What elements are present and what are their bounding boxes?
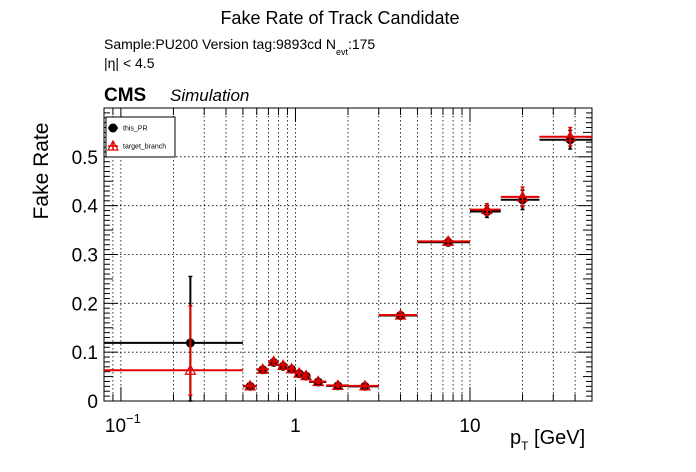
data-point xyxy=(104,305,243,396)
data-point xyxy=(326,379,348,390)
marker-target-branch xyxy=(267,355,280,367)
legend: this_PR target_branch xyxy=(105,116,176,158)
marker-target-branch xyxy=(184,363,197,375)
marker-target-branch xyxy=(285,362,298,374)
chart-title: Fake Rate of Track Candidate xyxy=(220,8,459,28)
marker-target-branch xyxy=(106,139,120,151)
marker-target-branch xyxy=(394,308,407,320)
x-tick-label-base: 1 xyxy=(290,416,301,437)
marker-target-branch xyxy=(293,366,306,378)
data-point xyxy=(309,375,327,387)
y-tick-label: 0.1 xyxy=(72,343,98,364)
x-axis-title-main: p xyxy=(510,427,521,449)
y-tick-label: 0.2 xyxy=(72,294,98,315)
marker-this-pr xyxy=(108,123,118,133)
marker-target-branch xyxy=(277,359,290,370)
legend-label: target_branch xyxy=(123,144,166,151)
x-tick-label: 1 xyxy=(290,416,301,437)
marker-target-branch xyxy=(300,369,313,381)
data-point xyxy=(277,359,290,370)
eta-cut-label: |η| < 4.5 xyxy=(104,55,155,71)
x-axis-title: pT [GeV] xyxy=(510,427,585,453)
data-point xyxy=(500,186,540,208)
y-tick-label: 0 xyxy=(87,392,98,413)
data-point xyxy=(348,379,379,391)
data-point xyxy=(539,126,592,147)
data-point xyxy=(242,379,257,391)
x-tick-label-exponent: −1 xyxy=(126,411,141,426)
data-point xyxy=(300,369,313,381)
grid xyxy=(103,108,593,401)
x-axis-title-unit: [GeV] xyxy=(528,427,585,449)
marker-target-branch xyxy=(331,379,344,390)
marker-target-branch xyxy=(244,379,257,391)
sample-info-prefix: Sample:PU200 Version tag:9893cd N xyxy=(104,36,336,52)
sample-info: Sample:PU200 Version tag:9893cd Nevt:175 xyxy=(104,36,375,57)
series-target-branch xyxy=(104,126,592,396)
cms-label: CMS xyxy=(104,85,146,106)
legend-entry: target_branch xyxy=(106,139,166,151)
data-point xyxy=(267,355,280,367)
x-tick-label: 10−1 xyxy=(105,411,141,437)
y-axis-title: Fake Rate xyxy=(30,123,53,220)
legend-label: this_PR xyxy=(123,126,148,133)
data-point xyxy=(256,363,269,374)
marker-target-branch xyxy=(442,235,455,246)
marker-target-branch xyxy=(564,130,577,142)
data-point xyxy=(470,202,501,217)
data-point xyxy=(285,362,298,374)
legend-box xyxy=(105,116,176,158)
x-tick-label-base: 10 xyxy=(105,416,126,437)
y-tick-label: 0.3 xyxy=(72,246,98,267)
marker-target-branch xyxy=(256,363,269,374)
data-point xyxy=(500,189,540,211)
x-axis-title-subscript: T xyxy=(521,439,529,453)
marker-target-branch xyxy=(312,375,325,387)
axes: 00.10.20.30.40.510−1 1 10 xyxy=(72,107,593,437)
sample-info-subscript: evt xyxy=(336,47,349,57)
marker-target-branch xyxy=(516,190,529,202)
legend-entry: this_PR xyxy=(108,123,148,133)
data-point xyxy=(378,308,418,320)
marker-target-branch xyxy=(358,379,371,391)
data-points xyxy=(104,126,592,402)
marker-target-branch xyxy=(480,203,493,215)
data-point xyxy=(417,235,470,246)
sample-info-suffix: :175 xyxy=(348,36,375,52)
data-point xyxy=(104,275,243,402)
y-tick-label: 0.5 xyxy=(72,148,98,169)
simulation-label: Simulation xyxy=(170,86,249,105)
x-tick-label-base: 10 xyxy=(459,416,480,437)
data-point xyxy=(293,366,306,378)
x-tick-label: 10 xyxy=(459,416,480,437)
y-tick-label: 0.4 xyxy=(72,197,99,218)
